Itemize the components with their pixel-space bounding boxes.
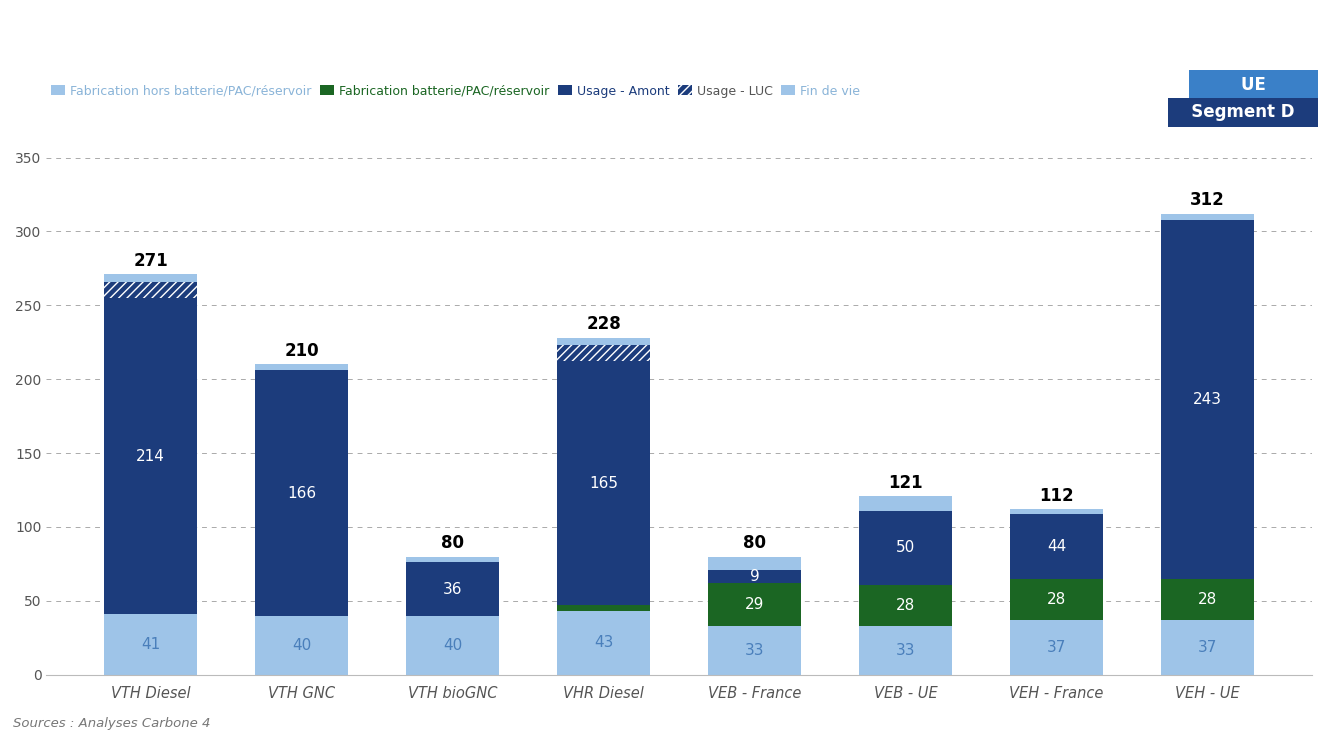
Text: 80: 80 <box>743 534 766 552</box>
Bar <box>859 496 953 511</box>
Text: 210: 210 <box>284 342 318 360</box>
Bar <box>255 370 349 615</box>
Bar <box>406 556 499 562</box>
Bar <box>104 282 198 298</box>
Legend: Fabrication hors batterie/PAC/réservoir, Fabrication batterie/PAC/réservoir, Usa: Fabrication hors batterie/PAC/réservoir,… <box>46 80 865 103</box>
Text: UE: UE <box>1196 76 1312 94</box>
Text: 40: 40 <box>292 638 312 652</box>
Text: 50: 50 <box>896 540 916 555</box>
Text: 28: 28 <box>1198 592 1217 607</box>
Text: 271: 271 <box>133 252 169 270</box>
Bar <box>557 345 650 362</box>
Bar <box>255 365 349 370</box>
Bar <box>859 626 953 675</box>
Bar <box>1161 579 1254 620</box>
Text: 41: 41 <box>141 637 161 652</box>
Bar <box>1161 220 1254 579</box>
Bar <box>1010 514 1104 579</box>
Text: 121: 121 <box>888 474 924 492</box>
Text: 28: 28 <box>1047 592 1067 607</box>
Text: 29: 29 <box>744 597 764 612</box>
Bar <box>707 556 802 570</box>
Bar <box>859 511 953 584</box>
Text: 43: 43 <box>594 635 613 650</box>
Text: 214: 214 <box>137 449 165 463</box>
Text: 37: 37 <box>1198 640 1217 655</box>
Bar <box>1010 509 1104 514</box>
Bar <box>104 614 198 675</box>
Bar <box>557 338 650 345</box>
Text: Sources : Analyses Carbone 4: Sources : Analyses Carbone 4 <box>13 717 211 730</box>
Bar <box>557 605 650 611</box>
Bar <box>406 562 499 615</box>
Bar <box>1010 579 1104 620</box>
Text: 312: 312 <box>1190 191 1225 210</box>
Bar <box>1010 620 1104 675</box>
Bar <box>859 584 953 626</box>
Bar <box>557 362 650 605</box>
Bar <box>406 615 499 675</box>
Text: 80: 80 <box>441 534 464 552</box>
Text: 228: 228 <box>587 315 621 334</box>
Bar <box>707 583 802 626</box>
Bar <box>255 615 349 675</box>
Bar <box>104 298 198 614</box>
Text: 36: 36 <box>443 582 462 596</box>
Text: 166: 166 <box>287 486 316 500</box>
Text: 33: 33 <box>744 643 764 658</box>
Text: 40: 40 <box>443 638 462 652</box>
Text: 9: 9 <box>750 569 759 584</box>
Text: 33: 33 <box>896 643 916 658</box>
Bar <box>1161 214 1254 220</box>
Text: 37: 37 <box>1047 640 1067 655</box>
Text: 28: 28 <box>896 598 916 613</box>
Text: 112: 112 <box>1039 487 1074 505</box>
Text: Segment D: Segment D <box>1174 103 1312 122</box>
Text: 243: 243 <box>1193 392 1222 407</box>
Bar <box>104 282 198 298</box>
Bar <box>104 275 198 282</box>
Bar <box>557 611 650 675</box>
Text: 44: 44 <box>1047 539 1067 554</box>
Text: 165: 165 <box>589 476 618 491</box>
Bar <box>707 626 802 675</box>
Bar <box>707 570 802 583</box>
Bar <box>557 345 650 362</box>
Bar <box>1161 620 1254 675</box>
